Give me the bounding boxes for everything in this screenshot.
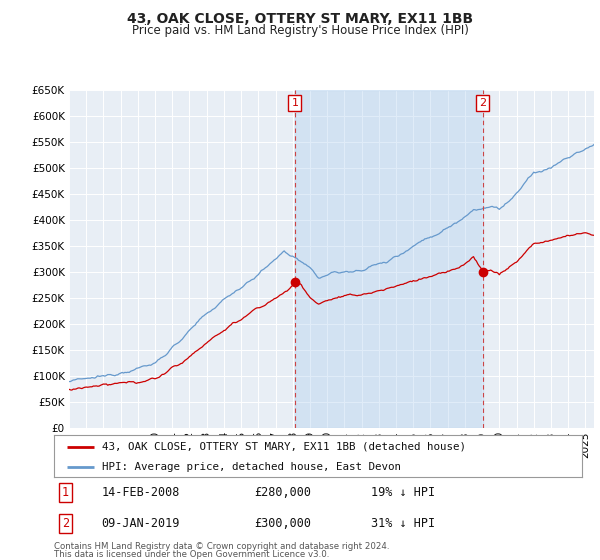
- Text: 43, OAK CLOSE, OTTERY ST MARY, EX11 1BB (detached house): 43, OAK CLOSE, OTTERY ST MARY, EX11 1BB …: [101, 442, 466, 452]
- Text: £280,000: £280,000: [254, 486, 311, 499]
- Text: 2: 2: [479, 98, 486, 108]
- Text: Contains HM Land Registry data © Crown copyright and database right 2024.: Contains HM Land Registry data © Crown c…: [54, 542, 389, 551]
- Text: 43, OAK CLOSE, OTTERY ST MARY, EX11 1BB: 43, OAK CLOSE, OTTERY ST MARY, EX11 1BB: [127, 12, 473, 26]
- Text: HPI: Average price, detached house, East Devon: HPI: Average price, detached house, East…: [101, 462, 401, 472]
- Text: 14-FEB-2008: 14-FEB-2008: [101, 486, 180, 499]
- Text: 2: 2: [62, 517, 69, 530]
- Text: 31% ↓ HPI: 31% ↓ HPI: [371, 517, 435, 530]
- Text: £300,000: £300,000: [254, 517, 311, 530]
- Text: 09-JAN-2019: 09-JAN-2019: [101, 517, 180, 530]
- Text: This data is licensed under the Open Government Licence v3.0.: This data is licensed under the Open Gov…: [54, 550, 329, 559]
- Bar: [295, 90, 482, 428]
- Text: 19% ↓ HPI: 19% ↓ HPI: [371, 486, 435, 499]
- Text: Price paid vs. HM Land Registry's House Price Index (HPI): Price paid vs. HM Land Registry's House …: [131, 24, 469, 37]
- Text: 1: 1: [62, 486, 69, 499]
- Text: 1: 1: [292, 98, 298, 108]
